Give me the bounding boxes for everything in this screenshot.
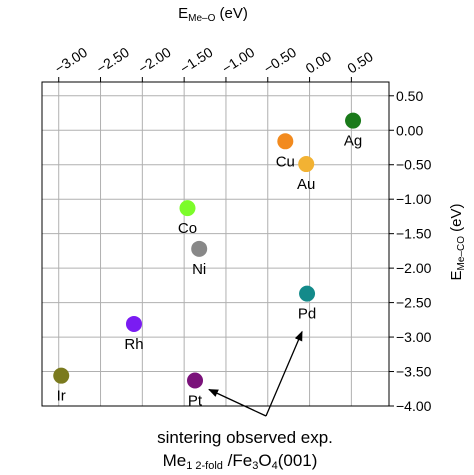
- point-ni: [191, 240, 208, 257]
- point-ir: [53, 367, 70, 384]
- point-label-cu: Cu: [276, 153, 295, 170]
- y-tick-label: 0.50: [396, 88, 423, 104]
- x-tick-label: −1.50: [177, 44, 216, 77]
- point-cu: [277, 133, 294, 150]
- annotation-arrow-pt: [208, 388, 267, 417]
- x-tick-label: 0.00: [302, 48, 334, 76]
- point-label-au: Au: [297, 176, 315, 193]
- x-tick-label: −2.00: [135, 44, 174, 77]
- y-tick-label: −2.50: [396, 295, 432, 311]
- y-axis-title: EMe–CO (eV): [448, 204, 467, 281]
- point-label-pd: Pd: [298, 306, 316, 323]
- y-tick-label: −3.50: [396, 364, 432, 380]
- x-axis-title: EMe–O (eV): [178, 5, 248, 24]
- point-co: [179, 200, 196, 217]
- point-rh: [125, 315, 142, 332]
- grid: [42, 82, 389, 407]
- x-tick-label: −0.50: [261, 44, 300, 77]
- point-ag: [345, 112, 362, 129]
- point-label-rh: Rh: [124, 336, 143, 353]
- y-tick-label: −3.00: [396, 329, 432, 345]
- point-pt: [187, 372, 204, 389]
- x-axis-ticks: −3.00 −2.50 −2.00 −1.50 −1.00 −0.50 0.00 0.50: [52, 44, 376, 82]
- y-tick-label: −0.50: [396, 157, 432, 173]
- point-label-ag: Ag: [344, 133, 362, 150]
- x-tick-label: −3.00: [52, 44, 91, 77]
- y-axis-ticks: 0.50 0.00 −0.50 −1.00 −1.50 −2.00 −2.50 −3.00 −3…: [389, 88, 432, 414]
- point-au: [298, 156, 315, 173]
- annotation-line-1: sintering observed exp.: [157, 428, 333, 447]
- plot-frame: [41, 81, 390, 407]
- y-tick-label: −4.00: [396, 398, 432, 414]
- annotation-arrow-pd: [265, 330, 303, 417]
- point-pd: [299, 285, 316, 302]
- x-tick-label: 0.50: [344, 48, 376, 76]
- point-label-pt: Pt: [188, 392, 203, 409]
- y-tick-label: 0.00: [396, 122, 423, 138]
- y-tick-label: −1.00: [396, 191, 432, 207]
- x-tick-label: −1.00: [219, 44, 258, 77]
- point-label-ni: Ni: [192, 261, 206, 278]
- annotation-line-2: Me1 2-fold /Fe3O4(001): [163, 451, 318, 472]
- point-label-co: Co: [178, 220, 197, 237]
- point-label-ir: Ir: [57, 388, 66, 405]
- annotation-arrows: [208, 330, 303, 417]
- x-tick-label: −2.50: [93, 44, 132, 77]
- y-tick-label: −2.00: [396, 260, 432, 276]
- y-tick-label: −1.50: [396, 226, 432, 242]
